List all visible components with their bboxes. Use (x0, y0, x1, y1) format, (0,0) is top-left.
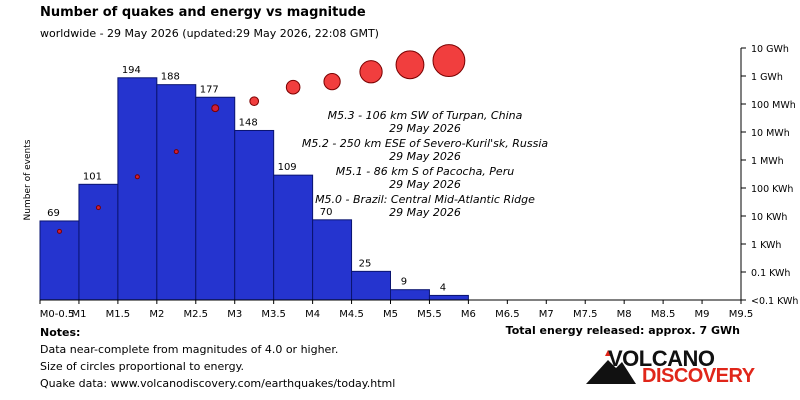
bar-count-label: 194 (122, 65, 141, 76)
bar-count-label: 188 (161, 72, 180, 83)
histogram-bar (39, 220, 80, 301)
quake-annotation-title: M5.2 - 250 km ESE of Severo-Kuril'sk, Ru… (302, 137, 549, 150)
x-tick-label: M8 (617, 309, 632, 320)
quake-annotation-date: 29 May 2026 (389, 206, 461, 219)
notes-heading: Notes: (40, 326, 81, 339)
histogram-bar (195, 96, 236, 301)
quake-annotation-date: 29 May 2026 (389, 122, 461, 135)
energy-axis-label: 100 MWh (751, 100, 796, 111)
x-tick-label: M6.5 (495, 309, 520, 320)
x-tick-label: M8.5 (651, 309, 676, 320)
bar-count-label: 9 (401, 277, 407, 288)
histogram-bar (390, 289, 430, 301)
histogram-bar (351, 270, 391, 301)
histogram-bar (234, 129, 275, 301)
energy-circle (249, 96, 260, 107)
energy-circle (173, 149, 179, 155)
notes: Notes: Data near-complete from magnitude… (40, 324, 395, 392)
x-tick-label: M5.5 (417, 309, 442, 320)
histogram-bar (78, 183, 119, 301)
x-tick-label: M2 (149, 309, 164, 320)
energy-axis-label: 1 MWh (751, 156, 784, 167)
quake-annotation-title: M5.3 - 106 km SW of Turpan, China (328, 109, 523, 122)
energy-axis-label: 0.1 KWh (751, 268, 790, 279)
chart-title: Number of quakes and energy vs magnitude (40, 5, 366, 20)
x-tick-label: M9.5 (729, 309, 754, 320)
note-data-source: Quake data: www.volcanodiscovery.com/ear… (40, 377, 396, 390)
bar-count-label: 69 (47, 208, 60, 219)
chart-axes: M0-0.5M1 M1.5 M2 M2.5 M3 M3.5 M4 M4.5 M5 M5.5 M6 M6… (23, 44, 798, 320)
energy-circle (134, 174, 140, 180)
energy-circle (395, 50, 425, 80)
x-tick-label: M6 (461, 309, 476, 320)
bar-count-label: 109 (278, 162, 297, 173)
energy-axis-label: <0.1 KWh (751, 296, 798, 307)
chart-subtitle: worldwide - 29 May 2026 (updated:29 May … (40, 27, 379, 40)
energy-axis-label: 10 GWh (751, 44, 789, 55)
bar-count-label: 101 (83, 171, 102, 182)
histogram-bar (117, 77, 158, 301)
x-tick-label: M5 (383, 309, 398, 320)
energy-axis-label: 10 MWh (751, 128, 790, 139)
energy-axis-label: 1 KWh (751, 240, 781, 251)
x-tick-label: M7.5 (573, 309, 598, 320)
energy-circle (432, 44, 466, 78)
x-tick-label: M3.5 (261, 309, 286, 320)
energy-circle (56, 228, 62, 234)
bar-count-label: 25 (359, 258, 372, 269)
energy-circle (323, 72, 341, 91)
quake-annotation-date: 29 May 2026 (389, 178, 461, 191)
quake-annotation-date: 29 May 2026 (389, 150, 461, 163)
histogram-bar (428, 294, 469, 301)
energy-circle (211, 104, 220, 113)
energy-axis-label: 1 GWh (751, 72, 783, 83)
quake-annotation-title: M5.0 - Brazil: Central Mid-Atlantic Ridg… (315, 193, 535, 206)
bar-count-label: 70 (320, 207, 333, 218)
logo-word-volcano: VOLCANO (608, 346, 715, 371)
bar-count-label: 148 (239, 117, 258, 128)
bar-count-label: 177 (200, 84, 219, 95)
x-tick-label: M7 (539, 309, 554, 320)
x-tick-label: M1 (71, 309, 86, 320)
note-completeness: Data near-complete from magnitudes of 4.… (40, 343, 339, 356)
note-circle-size: Size of circles proportional to energy. (40, 360, 245, 373)
x-tick-label: M4.5 (339, 309, 364, 320)
total-energy: Total energy released: approx. 7 GWh (505, 324, 740, 337)
x-tick-label: M2.5 (184, 309, 209, 320)
histogram-bar (156, 84, 197, 301)
x-tick-label: M4 (305, 309, 320, 320)
quake-annotation-title: M5.1 - 86 km S of Pacocha, Peru (336, 165, 514, 178)
x-tick-label: M9 (695, 309, 710, 320)
energy-circle (285, 79, 301, 95)
x-tick-label: M3 (227, 309, 242, 320)
energy-axis-label: 100 KWh (751, 184, 793, 195)
histogram-bars: 69 101 194 188 177 148 109 70 25 9 4 (39, 65, 469, 301)
bar-count-label: 4 (440, 282, 446, 293)
volcano-discovery-logo[interactable]: VOLCANO DISCOVERY (586, 346, 756, 387)
energy-axis-label: 10 KWh (751, 212, 787, 223)
volcano-icon (586, 350, 636, 384)
y-axis-label: Number of events (23, 139, 33, 220)
x-tick-label: M0-0.5 (40, 309, 75, 320)
energy-circles (56, 44, 466, 234)
logo-word-discovery: DISCOVERY (642, 365, 755, 387)
histogram-bar (312, 219, 353, 301)
energy-circle (359, 60, 383, 84)
energy-circle (95, 205, 101, 211)
histogram-bar (273, 174, 314, 301)
x-tick-label: M1.5 (106, 309, 131, 320)
